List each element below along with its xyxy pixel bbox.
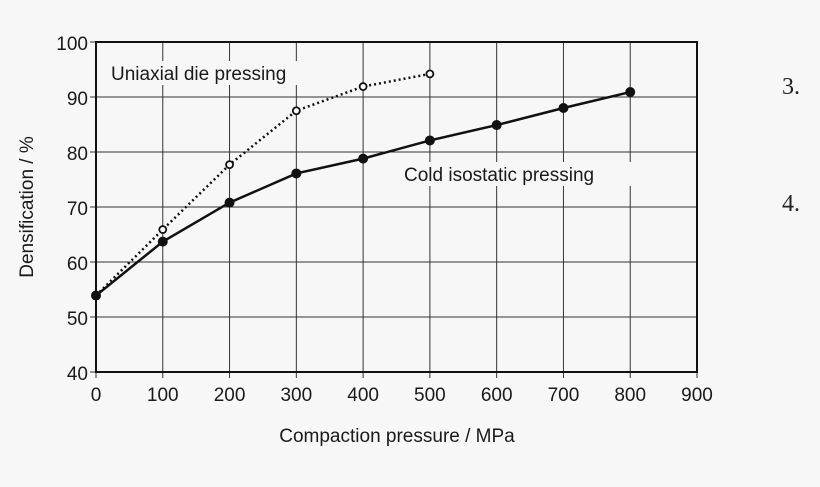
data-point — [224, 197, 235, 208]
data-point — [424, 135, 435, 146]
plot-frame — [95, 41, 698, 373]
side-label-3: 3. — [782, 74, 800, 100]
data-point — [91, 290, 101, 301]
x-tick-label: 100 — [147, 385, 179, 406]
y-tick-label: 70 — [67, 199, 88, 220]
x-tick-label: 700 — [548, 385, 580, 406]
x-tick-label: 400 — [347, 385, 379, 406]
data-point — [291, 106, 301, 116]
data-point — [625, 87, 636, 98]
grid — [90, 41, 698, 378]
legend-label-uniaxial: Uniaxial die pressing — [111, 64, 286, 85]
y-tick-label: 80 — [67, 144, 88, 165]
legend-bg-uniaxial — [107, 61, 335, 85]
data-point — [157, 236, 168, 247]
x-tick-label: 900 — [681, 385, 713, 406]
x-axis-label: Compaction pressure / MPa — [279, 426, 515, 447]
x-tick-label: 200 — [214, 385, 246, 406]
data-point — [291, 168, 302, 179]
x-tick-label: 500 — [414, 385, 446, 406]
x-tick-label: 300 — [280, 385, 312, 406]
legend-bg-cold-isostatic — [400, 162, 642, 186]
y-tick-label: 100 — [56, 34, 88, 55]
x-tick-label: 600 — [481, 385, 513, 406]
series-group — [91, 69, 636, 301]
side-label-4: 4. — [782, 191, 800, 217]
y-tick-label: 50 — [67, 309, 88, 330]
x-tick-label: 800 — [614, 385, 646, 406]
y-axis-label: Densification / % — [17, 136, 38, 278]
data-point — [225, 160, 234, 170]
data-point — [358, 82, 368, 91]
data-point — [558, 103, 569, 113]
series-line-uniaxial — [95, 72, 431, 297]
data-point — [158, 225, 168, 234]
y-tick-label: 40 — [67, 364, 88, 385]
data-point — [491, 120, 502, 131]
y-tick-label: 90 — [67, 89, 88, 110]
legend-label-cold-isostatic: Cold isostatic pressing — [404, 165, 594, 186]
y-tick-label: 60 — [67, 254, 88, 275]
data-point — [358, 153, 369, 164]
x-tick-label: 0 — [91, 385, 102, 406]
data-point — [425, 69, 435, 79]
tick-labels: 0 100 200 300 400 500 600 700 800 900 40 50 60 70 80 90… — [56, 34, 713, 406]
